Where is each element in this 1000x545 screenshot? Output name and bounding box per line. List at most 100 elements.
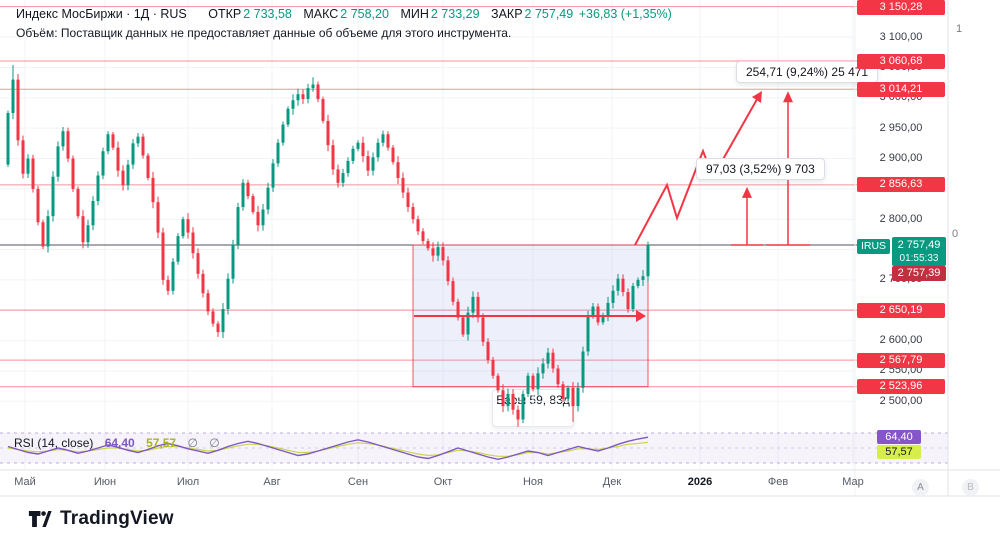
candle-body xyxy=(221,309,225,333)
time-axis-label[interactable]: Ноя xyxy=(522,476,544,488)
candle-body xyxy=(256,211,260,226)
price-level-badge[interactable]: 2 856,63 xyxy=(857,177,945,193)
candle-body xyxy=(356,142,360,149)
time-axis-label[interactable]: Сен xyxy=(347,476,369,488)
price-level-badge[interactable]: 3 150,28 xyxy=(857,0,945,15)
candle-body xyxy=(401,177,405,193)
candle-body xyxy=(56,146,60,177)
price-axis-label[interactable]: 2 700,00 xyxy=(879,273,923,286)
candle-body xyxy=(231,244,235,279)
candle-body xyxy=(516,409,520,420)
candle-body xyxy=(361,142,365,157)
candle-body xyxy=(421,231,425,242)
box-arrow-head xyxy=(636,310,646,322)
candle-body xyxy=(71,158,75,189)
candle-body xyxy=(596,306,600,323)
time-axis-label[interactable]: 2026 xyxy=(687,476,713,488)
candle-body xyxy=(481,317,485,342)
time-axis-label[interactable]: Май xyxy=(14,476,36,488)
projection-zigzag xyxy=(634,93,761,246)
time-axis-label[interactable]: Фев xyxy=(767,476,789,488)
price-axis-label[interactable]: 2 900,00 xyxy=(879,152,923,165)
candle-body xyxy=(101,151,105,176)
candle-body xyxy=(601,315,605,323)
candle-body xyxy=(551,352,555,369)
rsi-line xyxy=(7,436,649,461)
candle-body xyxy=(226,278,230,310)
candle-body xyxy=(121,170,125,186)
candle-body xyxy=(546,352,550,364)
candle-body xyxy=(116,147,120,171)
candle-body xyxy=(291,100,295,109)
time-axis-label[interactable]: Дек xyxy=(602,476,622,488)
candle-body xyxy=(186,219,190,233)
candle-body xyxy=(626,292,630,310)
candle-body xyxy=(161,232,165,280)
candle-body xyxy=(181,219,185,237)
candle-body xyxy=(466,312,470,335)
candle-body xyxy=(571,387,575,407)
candle-body xyxy=(461,317,465,335)
candle-body xyxy=(131,143,135,165)
candle-body xyxy=(351,148,355,161)
candle-body xyxy=(491,359,495,376)
price-axis-label[interactable]: 2 950,00 xyxy=(879,121,923,134)
tradingview-logo-text: TradingView xyxy=(60,508,174,529)
price-axis-label[interactable]: 2 600,00 xyxy=(879,334,923,347)
time-axis-label[interactable]: Авг xyxy=(263,476,281,488)
candle-body xyxy=(341,173,345,183)
candle-body xyxy=(531,375,535,390)
candle-body xyxy=(391,147,395,163)
time-axis-label[interactable]: Мар xyxy=(842,476,864,488)
time-axis-label[interactable]: Июн xyxy=(93,476,117,488)
projection-zigzag-arrowhead xyxy=(752,91,762,103)
candle-body xyxy=(451,281,455,302)
candle-body xyxy=(21,140,25,174)
price-axis-label[interactable]: 3 100,00 xyxy=(879,30,923,43)
price-axis-label[interactable]: 2 500,00 xyxy=(879,394,923,407)
chart-canvas[interactable] xyxy=(0,0,1000,497)
price-axis-label[interactable]: 2 800,00 xyxy=(879,212,923,225)
candle-body xyxy=(151,177,155,203)
candle-body xyxy=(211,311,215,324)
candle-body xyxy=(621,278,625,293)
candle-body xyxy=(311,84,315,89)
candle-body xyxy=(76,188,80,217)
candle-body xyxy=(296,94,300,101)
candle-body xyxy=(51,176,55,217)
candle-body xyxy=(556,368,560,385)
tradingview-logo[interactable]: TradingView xyxy=(28,508,174,530)
price-level-badge[interactable]: 2 650,19 xyxy=(857,302,945,318)
tradingview-logo-icon xyxy=(28,510,52,527)
candle-body xyxy=(11,79,15,114)
candle-body xyxy=(61,131,65,147)
candle-body xyxy=(276,142,280,164)
price-level-badge[interactable]: 3 060,68 xyxy=(857,53,945,69)
candle-body xyxy=(511,393,515,410)
candle-body xyxy=(506,393,510,407)
candle-body xyxy=(586,315,590,352)
candle-body xyxy=(156,202,160,233)
candle-body xyxy=(381,134,385,143)
time-axis-label[interactable]: Июл xyxy=(176,476,200,488)
candle-body xyxy=(581,351,585,388)
candle-body xyxy=(426,241,430,249)
price-level-badge[interactable]: 2 567,79 xyxy=(857,352,945,368)
candle-body xyxy=(376,142,380,158)
candle-body xyxy=(46,216,50,247)
candle-body xyxy=(476,296,480,318)
candle-body xyxy=(441,247,445,261)
price-level-badge[interactable]: 3 014,21 xyxy=(857,81,945,97)
candle-body xyxy=(86,225,90,243)
candle-body xyxy=(251,196,255,212)
candle-body xyxy=(496,375,500,391)
candle-body xyxy=(91,201,95,226)
candle-body xyxy=(436,247,440,256)
candle-body xyxy=(106,134,110,152)
time-axis-label[interactable]: Окт xyxy=(433,476,453,488)
candle-body xyxy=(326,120,330,146)
price-level-badge[interactable]: 2 523,96 xyxy=(857,379,945,395)
candle-body xyxy=(396,162,400,178)
candle-body xyxy=(486,341,490,360)
candle-body xyxy=(166,279,170,291)
